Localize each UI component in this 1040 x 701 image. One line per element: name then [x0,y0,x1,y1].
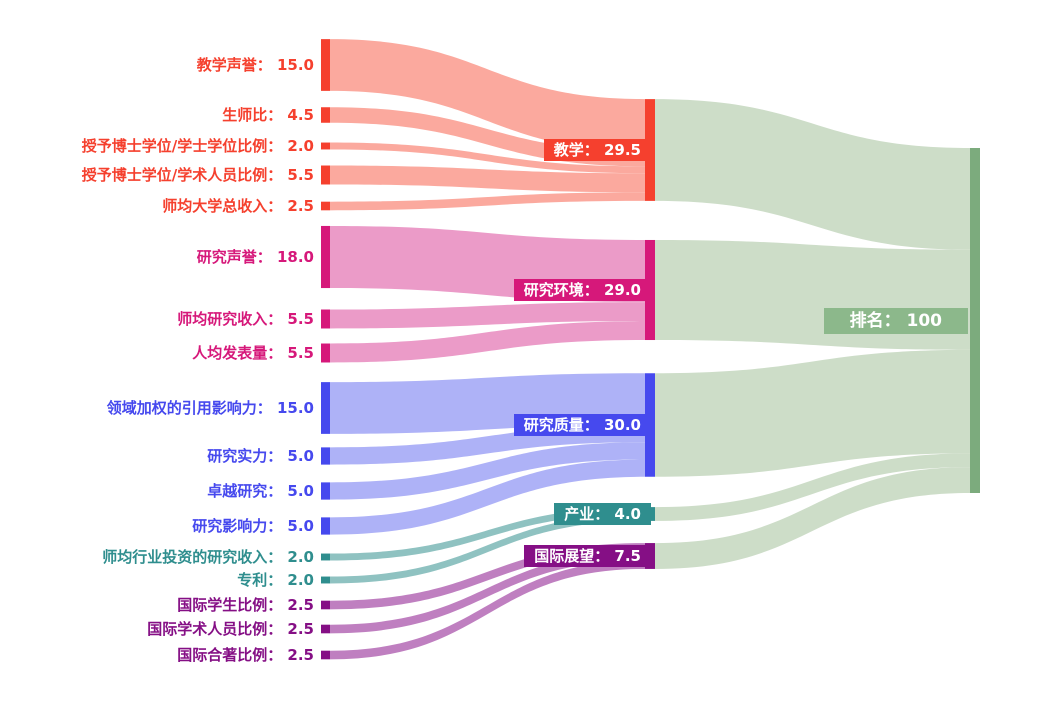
flow-research-excellence-to-research-quality [330,442,645,500]
flow-teaching-reputation-to-teaching [330,39,645,151]
label-text-teaching: 教学： 29.5 [553,141,641,159]
flow-research-influence-to-research-quality [330,459,645,535]
node-doctorate-staff-ratio [321,165,330,185]
label-international-outlook: 国际展望： 7.5 [524,545,651,567]
flow-patents-to-industry [330,514,645,584]
node-doctorate-bachelor-ratio [321,142,330,150]
flow-international-outlook-to-rank [655,467,970,569]
node-field-weighted-citation-impact [321,382,330,434]
label-intl-coauthorship: 国际合著比例： 2.5 [177,644,314,666]
flow-industry-income-to-industry [330,507,645,561]
label-text-research-quality: 研究质量： 30.0 [523,416,641,434]
label-text-intl-staff: 国际学术人员比例： 2.5 [147,620,314,638]
label-research-influence: 研究影响力： 5.0 [192,515,314,537]
node-institutional-income [321,201,330,211]
flow-institutional-income-to-teaching [330,192,645,211]
node-intl-students [321,600,330,610]
flow-publications-per-capita-to-research-environment [330,321,645,363]
label-rank: 排名： 100 [823,307,968,334]
label-text-international-outlook: 国际展望： 7.5 [534,547,641,565]
flow-intl-coauthorship-to-international-outlook [330,560,645,660]
label-text-doctorate-bachelor-ratio: 授予博士学位/学士学位比例： 2.0 [81,137,314,155]
label-text-research-excellence: 卓越研究： 5.0 [207,482,314,500]
node-patents [321,576,330,584]
label-institutional-income: 师均大学总收入： 2.5 [162,195,314,217]
label-text-intl-students: 国际学生比例： 2.5 [177,596,314,614]
node-industry-income [321,553,330,561]
label-text-doctorate-staff-ratio: 授予博士学位/学术人员比例： 5.5 [81,166,314,184]
node-rank [970,148,980,493]
node-research-strength [321,447,330,465]
label-text-research-strength: 研究实力： 5.0 [207,447,314,465]
label-research-reputation: 研究声誉： 18.0 [197,246,314,268]
flow-doctorate-staff-ratio-to-teaching [330,165,645,193]
node-research-income [321,309,330,329]
label-publications-per-capita: 人均发表量： 5.5 [192,342,314,364]
label-text-teaching-reputation: 教学声誉： 15.0 [196,56,314,74]
flow-doctorate-bachelor-ratio-to-teaching [330,142,645,174]
label-text-staff-student-ratio: 生师比： 4.5 [222,106,314,124]
label-industry-income: 师均行业投资的研究收入： 2.0 [102,546,314,568]
label-research-income: 师均研究收入： 5.5 [177,308,314,330]
flow-industry-to-rank [655,453,970,521]
label-teaching-reputation: 教学声誉： 15.0 [197,54,314,76]
label-text-research-reputation: 研究声誉： 18.0 [196,248,314,266]
label-teaching: 教学： 29.5 [543,139,651,161]
node-research-excellence [321,482,330,500]
flow-research-income-to-research-environment [330,302,645,329]
flow-teaching-to-rank [655,99,970,250]
label-field-weighted-citation-impact: 领域加权的引用影响力： 15.0 [107,397,314,419]
node-publications-per-capita [321,343,330,363]
label-research-environment: 研究环境： 29.0 [513,279,651,301]
label-text-institutional-income: 师均大学总收入： 2.5 [162,197,314,215]
flow-intl-staff-to-international-outlook [330,551,645,634]
label-doctorate-bachelor-ratio: 授予博士学位/学士学位比例： 2.0 [82,135,314,157]
label-industry: 产业： 4.0 [554,503,651,525]
node-research-reputation [321,225,330,289]
label-text-research-influence: 研究影响力： 5.0 [192,517,314,535]
label-text-rank: 排名： 100 [849,310,942,331]
label-research-quality: 研究质量： 30.0 [513,414,651,436]
flow-research-quality-to-rank [655,349,970,477]
label-text-patents: 专利： 2.0 [237,571,314,589]
label-text-industry: 产业： 4.0 [564,505,641,523]
label-text-research-income: 师均研究收入： 5.5 [177,310,314,328]
label-intl-students: 国际学生比例： 2.5 [177,594,314,616]
node-research-influence [321,517,330,535]
node-staff-student-ratio [321,107,330,123]
node-intl-staff [321,624,330,634]
flow-intl-students-to-international-outlook [330,543,645,610]
label-text-intl-coauthorship: 国际合著比例： 2.5 [177,646,314,664]
label-text-industry-income: 师均行业投资的研究收入： 2.0 [102,548,314,566]
label-intl-staff: 国际学术人员比例： 2.5 [147,618,314,640]
label-text-publications-per-capita: 人均发表量： 5.5 [192,344,314,362]
label-text-research-environment: 研究环境： 29.0 [523,281,641,299]
label-doctorate-staff-ratio: 授予博士学位/学术人员比例： 5.5 [82,164,314,186]
label-staff-student-ratio: 生师比： 4.5 [222,104,314,126]
label-patents: 专利： 2.0 [237,569,314,591]
label-research-excellence: 卓越研究： 5.0 [207,480,314,502]
node-intl-coauthorship [321,650,330,660]
node-teaching-reputation [321,39,330,91]
label-research-strength: 研究实力： 5.0 [207,445,314,467]
label-text-field-weighted-citation-impact: 领域加权的引用影响力： 15.0 [106,399,314,417]
